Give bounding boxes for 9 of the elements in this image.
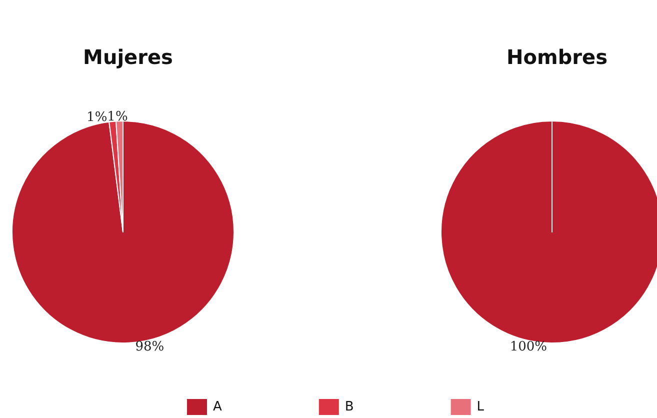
slice-label: Hombres <box>506 45 608 69</box>
data-label: 1% <box>107 110 128 125</box>
legend-label: L <box>476 400 485 414</box>
legend-label: B <box>344 400 354 414</box>
legend-label: A <box>213 400 222 414</box>
data-label: 1% <box>86 110 108 126</box>
data-label: 98% <box>135 339 164 354</box>
slice-label: Mujeres <box>83 45 173 69</box>
data-label: 100% <box>510 340 547 354</box>
